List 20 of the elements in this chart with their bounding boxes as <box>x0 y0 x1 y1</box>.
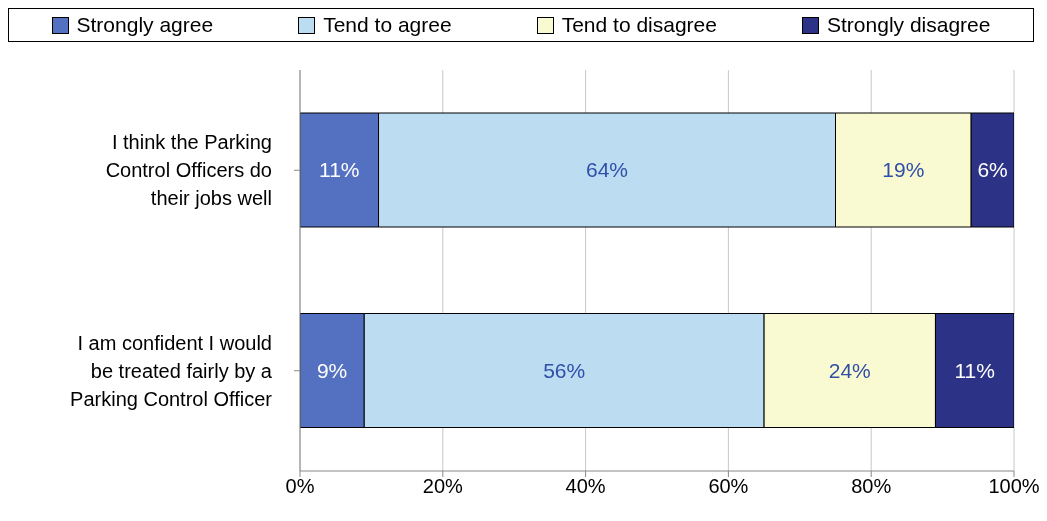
data-label: 11% <box>954 358 995 382</box>
x-tick-label: 20% <box>422 475 464 498</box>
x-tick-label: 100% <box>988 475 1040 498</box>
data-label: 56% <box>543 358 586 382</box>
data-label: 24% <box>828 358 871 382</box>
legend-label: Strongly disagree <box>827 13 991 37</box>
x-tick-label: 0% <box>285 475 315 498</box>
legend-label: Strongly agree <box>76 13 214 37</box>
y-tick-label: I think the Parking Control Officers do their jobs well <box>105 131 272 210</box>
x-tick-label: 60% <box>708 475 749 498</box>
y-tick-label: I am confident I would be treated fairly by a Parking Control Officer <box>70 331 273 410</box>
data-label: 11% <box>319 158 360 182</box>
data-label: 64% <box>586 158 629 182</box>
x-tick-label: 80% <box>851 475 892 498</box>
x-tick-label: 40% <box>565 475 606 498</box>
data-label: 19% <box>882 158 925 182</box>
legend-label: Tend to disagree <box>561 13 717 37</box>
data-label: 6% <box>977 158 1008 182</box>
data-label: 9% <box>316 358 348 382</box>
legend-label: Tend to agree <box>323 13 452 37</box>
